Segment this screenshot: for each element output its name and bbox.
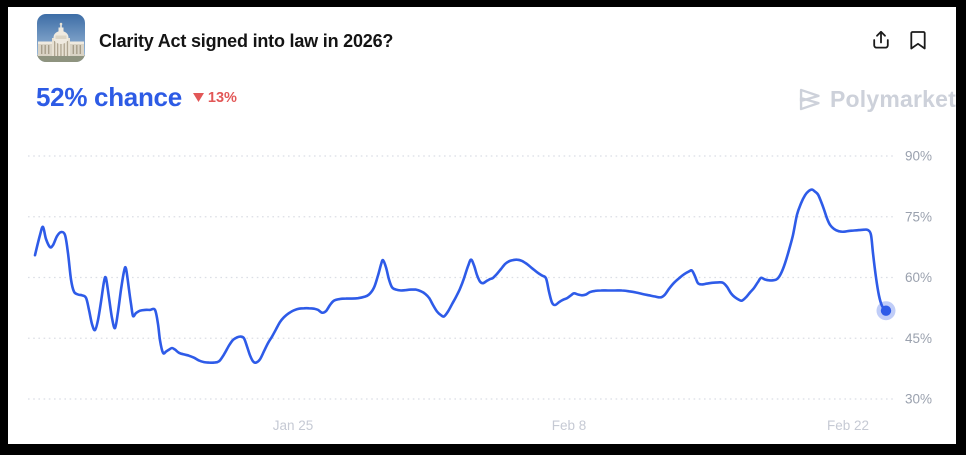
share-button[interactable] [870, 29, 892, 51]
y-axis-label: 75% [905, 209, 932, 224]
header-actions [870, 29, 928, 51]
chance-summary: 52% chance 13% [36, 82, 237, 113]
polymarket-logo-text: Polymarket [830, 86, 957, 112]
bookmark-button[interactable] [908, 29, 928, 51]
capitol-building-illustration [37, 14, 85, 62]
y-axis-label: 60% [905, 270, 932, 285]
market-title: Clarity Act signed into law in 2026? [99, 31, 394, 51]
y-axis-label: 45% [905, 331, 932, 346]
y-axis-label: 30% [905, 392, 932, 407]
polymarket-watermark: Polymarket [796, 86, 956, 113]
chance-label: 52% chance [36, 82, 182, 112]
x-axis-label: Jan 25 [273, 418, 314, 433]
frame-border-bottom [0, 444, 966, 455]
x-axis-label: Feb 22 [827, 418, 869, 433]
change-value: 13% [207, 89, 237, 106]
polymarket-logo-icon [799, 88, 820, 111]
down-triangle-icon [192, 92, 204, 102]
endpoint-dot [880, 305, 892, 316]
frame-border-right [956, 0, 966, 455]
bookmark-icon [910, 31, 926, 50]
frame-border-left [0, 0, 8, 455]
share-icon [873, 30, 889, 49]
frame-border-top [0, 0, 966, 7]
market-icon-capitol [37, 14, 85, 62]
x-axis-label: Feb 8 [552, 418, 587, 433]
y-axis-label: 90% [905, 149, 932, 164]
price-line [33, 188, 888, 365]
change-indicator: 13% [192, 89, 237, 106]
